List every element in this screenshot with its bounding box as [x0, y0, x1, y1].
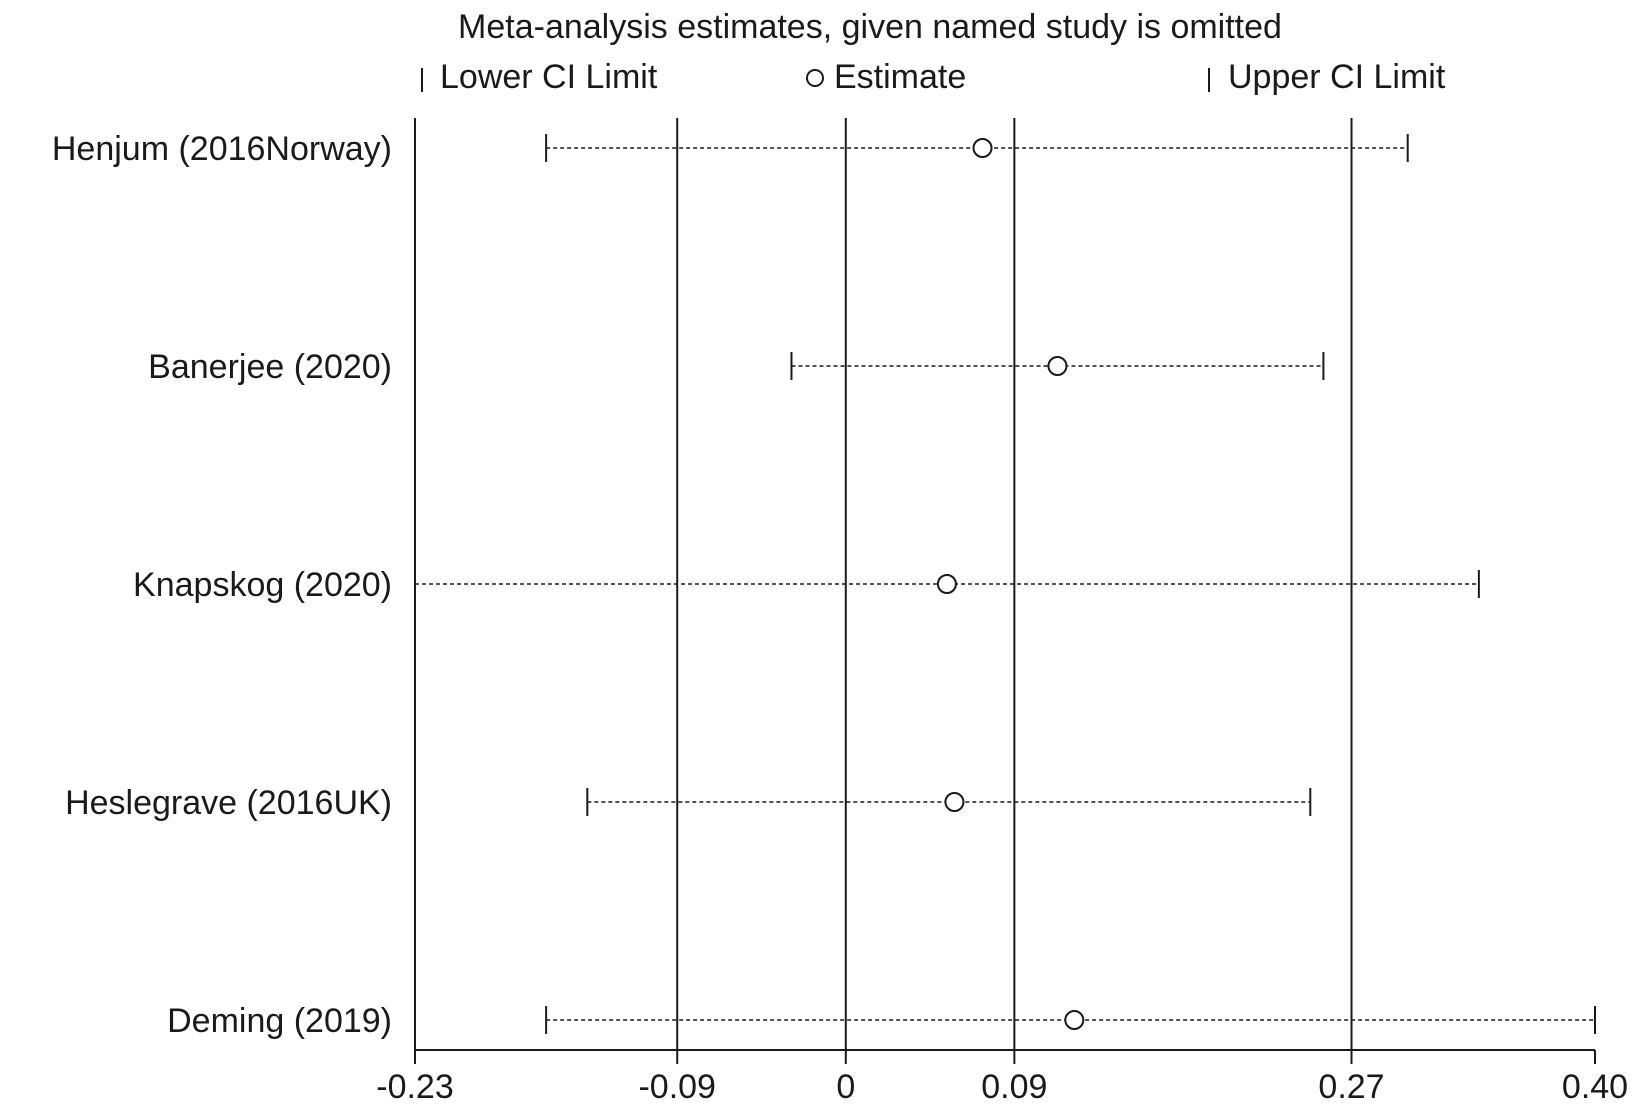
legend-estimate-marker	[806, 69, 824, 87]
x-tick-label-5: 0.40	[1562, 1068, 1628, 1106]
plot-area: -0.23 -0.09 0 0.09 0.27 0.40 Henjum (2016Norwa…	[52, 118, 1628, 1106]
study-label-3: Heslegrave (2016UK)	[65, 784, 392, 822]
x-tick-label-3: 0.09	[981, 1068, 1047, 1106]
estimate-marker-4	[1064, 1010, 1085, 1030]
estimate-marker-3	[944, 792, 965, 812]
study-label-4: Deming (2019)	[167, 1002, 392, 1040]
study-label-2: Knapskog (2020)	[133, 566, 392, 604]
estimate-marker-0	[972, 138, 993, 158]
estimate-marker-2	[936, 574, 957, 594]
legend-lower-label: Lower CI Limit	[440, 58, 658, 96]
x-tick-label-4: 0.27	[1318, 1068, 1384, 1106]
chart-title: Meta-analysis estimates, given named stu…	[458, 8, 1282, 46]
legend-upper-label: Upper CI Limit	[1228, 58, 1446, 96]
estimate-marker-1	[1047, 356, 1068, 376]
x-tick-label-0: -0.23	[376, 1068, 454, 1106]
legend-estimate-label: Estimate	[834, 58, 966, 96]
x-tick-label-2: 0	[836, 1068, 855, 1106]
x-tick-label-1: -0.09	[638, 1068, 716, 1106]
study-label-1: Banerjee (2020)	[148, 348, 392, 386]
legend: Lower CI Limit Estimate Upper CI Limit	[421, 58, 1446, 96]
study-label-0: Henjum (2016Norway)	[52, 130, 392, 168]
